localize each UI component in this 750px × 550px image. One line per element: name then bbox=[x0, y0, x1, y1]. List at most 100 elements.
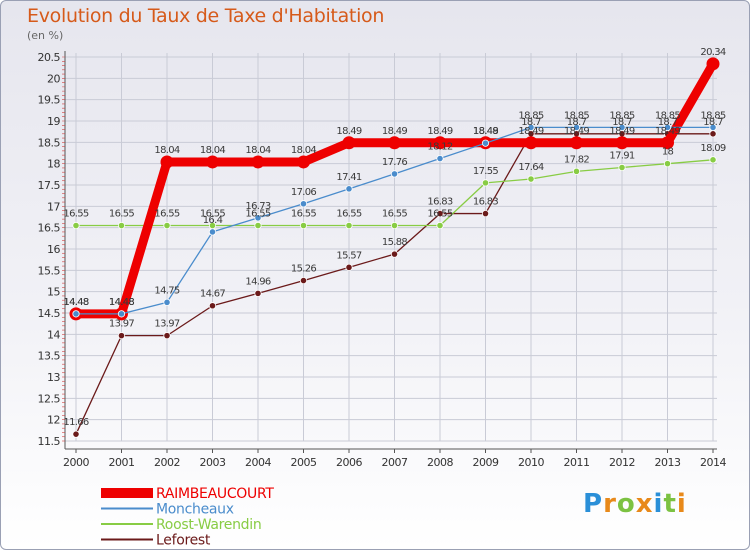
data-point-leforest bbox=[72, 430, 80, 438]
data-point-moncheaux bbox=[117, 310, 126, 318]
data-label-raimbeaucourt: 18.49 bbox=[655, 126, 680, 137]
y-tick-label: 11.5 bbox=[38, 435, 61, 448]
y-tick-label: 18 bbox=[47, 158, 60, 171]
data-label-moncheaux: 14.48 bbox=[109, 297, 134, 308]
chart-subtitle: (en %) bbox=[27, 29, 64, 42]
data-label-leforest: 16.83 bbox=[473, 197, 498, 208]
x-tick-label: 2003 bbox=[200, 456, 226, 469]
x-tick-label: 2014 bbox=[700, 456, 726, 469]
data-point-leforest bbox=[208, 302, 217, 310]
data-label-raimbeaucourt: 18.49 bbox=[564, 126, 589, 137]
data-label-moncheaux: 14.48 bbox=[63, 297, 88, 308]
y-tick-label: 15.5 bbox=[38, 264, 61, 277]
x-tick-label: 2011 bbox=[564, 456, 590, 469]
y-tick-label: 20 bbox=[47, 72, 60, 85]
y-tick-label: 13.5 bbox=[38, 350, 61, 363]
data-point-moncheaux bbox=[527, 123, 535, 132]
data-point-roost-warendin bbox=[709, 156, 717, 164]
data-point-leforest bbox=[709, 130, 717, 138]
x-tick-label: 2005 bbox=[291, 456, 317, 469]
y-tick-label: 17 bbox=[47, 200, 60, 213]
data-point-roost-warendin bbox=[163, 221, 171, 230]
x-tick-label: 2006 bbox=[336, 456, 362, 469]
data-point-raimbeaucourt bbox=[524, 136, 538, 150]
x-tick-label: 2002 bbox=[154, 456, 180, 469]
data-label-roost-warendin: 17.91 bbox=[609, 151, 634, 162]
x-tick-label: 2009 bbox=[473, 456, 499, 469]
data-label-raimbeaucourt: 18.49 bbox=[382, 126, 407, 137]
data-point-moncheaux bbox=[208, 228, 217, 236]
data-label-roost-warendin: 17.55 bbox=[473, 166, 498, 177]
data-label-roost-warendin: 16.55 bbox=[336, 209, 361, 220]
y-tick-label: 17.5 bbox=[38, 179, 61, 192]
legend-label-moncheaux: Moncheaux bbox=[156, 502, 234, 518]
data-point-roost-warendin bbox=[436, 221, 444, 230]
data-point-moncheaux bbox=[663, 123, 672, 132]
y-tick-label: 19.5 bbox=[38, 94, 61, 107]
data-label-moncheaux: 17.41 bbox=[336, 172, 361, 183]
x-tick-label: 2008 bbox=[427, 456, 453, 469]
y-tick-label: 18.5 bbox=[38, 136, 61, 149]
data-label-leforest: 15.88 bbox=[382, 237, 407, 248]
data-point-moncheaux bbox=[481, 139, 490, 147]
data-point-roost-warendin bbox=[117, 221, 126, 230]
legend-label-roost-warendin: Roost-Warendin bbox=[156, 517, 261, 533]
data-point-raimbeaucourt bbox=[661, 136, 674, 150]
data-label-raimbeaucourt: 14.48 bbox=[109, 297, 134, 308]
data-label-roost-warendin: 16.55 bbox=[109, 209, 134, 220]
data-label-leforest: 18.7 bbox=[612, 117, 632, 128]
data-point-roost-warendin bbox=[481, 179, 490, 187]
x-tick-label: 2007 bbox=[382, 456, 408, 469]
data-point-roost-warendin bbox=[254, 221, 262, 230]
data-point-moncheaux bbox=[254, 214, 262, 222]
data-point-roost-warendin bbox=[345, 221, 353, 230]
data-point-roost-warendin bbox=[299, 221, 308, 230]
data-point-leforest bbox=[436, 209, 444, 218]
y-tick-label: 12 bbox=[47, 414, 60, 427]
y-tick-label: 14 bbox=[47, 328, 60, 341]
data-point-raimbeaucourt bbox=[433, 136, 447, 150]
data-label-leforest: 18.7 bbox=[703, 117, 723, 128]
data-label-leforest: 13.97 bbox=[109, 319, 134, 330]
data-point-roost-warendin bbox=[390, 221, 399, 230]
data-label-leforest: 18.7 bbox=[521, 117, 541, 128]
data-point-moncheaux bbox=[72, 310, 80, 318]
data-point-leforest bbox=[163, 332, 171, 340]
data-point-leforest bbox=[345, 263, 353, 271]
data-point-moncheaux bbox=[709, 123, 717, 132]
data-label-moncheaux: 18.85 bbox=[564, 110, 589, 121]
data-label-roost-warendin: 16.55 bbox=[63, 209, 88, 220]
chart-title: Evolution du Taux de Taxe d'Habitation bbox=[27, 5, 385, 27]
data-point-leforest bbox=[117, 332, 126, 340]
data-label-roost-warendin: 16.55 bbox=[245, 209, 270, 220]
data-label-leforest: 14.67 bbox=[200, 289, 225, 300]
data-label-raimbeaucourt: 18.04 bbox=[245, 145, 270, 156]
data-label-moncheaux: 18.85 bbox=[518, 110, 543, 121]
data-point-moncheaux bbox=[345, 185, 353, 193]
x-tick-label: 2013 bbox=[655, 456, 681, 469]
data-point-moncheaux bbox=[436, 154, 444, 163]
data-label-roost-warendin: 16.55 bbox=[291, 209, 316, 220]
data-label-leforest: 13.97 bbox=[154, 319, 179, 330]
legend-label-raimbeaucourt: RAIMBEAUCOURT bbox=[156, 486, 274, 502]
data-label-roost-warendin: 18 bbox=[662, 147, 674, 158]
y-tick-label: 20.5 bbox=[38, 51, 61, 64]
data-label-leforest: 18.7 bbox=[567, 117, 587, 128]
data-label-moncheaux: 16.73 bbox=[245, 201, 270, 212]
data-point-raimbeaucourt bbox=[251, 155, 265, 169]
x-tick-label: 2000 bbox=[63, 456, 89, 469]
data-point-roost-warendin bbox=[572, 167, 581, 175]
y-tick-label: 15 bbox=[47, 286, 60, 299]
data-label-raimbeaucourt: 18.49 bbox=[518, 126, 543, 137]
data-label-leforest: 15.57 bbox=[336, 250, 361, 261]
x-tick-label: 2012 bbox=[609, 456, 635, 469]
x-tick-label: 2001 bbox=[109, 456, 135, 469]
data-point-raimbeaucourt bbox=[570, 136, 583, 150]
data-label-raimbeaucourt: 18.49 bbox=[609, 126, 634, 137]
data-point-roost-warendin bbox=[72, 221, 80, 230]
data-label-moncheaux: 18.85 bbox=[655, 110, 680, 121]
data-label-roost-warendin: 18.09 bbox=[700, 143, 725, 154]
data-label-raimbeaucourt: 18.49 bbox=[336, 126, 361, 137]
data-label-roost-warendin: 17.82 bbox=[564, 154, 589, 165]
